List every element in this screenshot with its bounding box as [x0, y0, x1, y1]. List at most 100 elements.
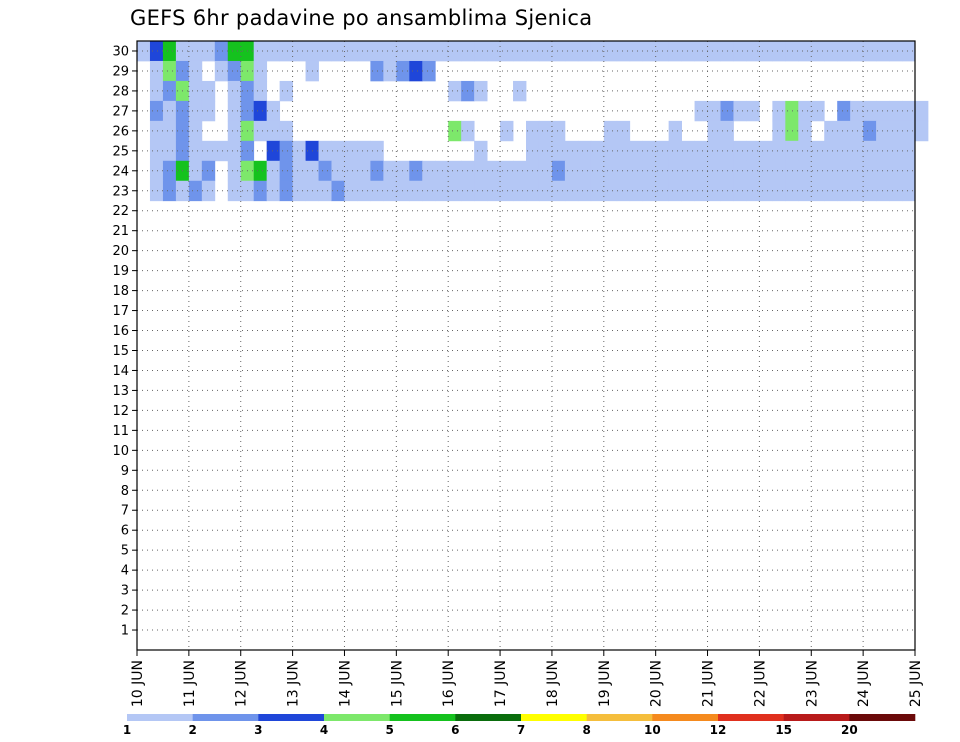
y-tick-label: 29	[112, 64, 129, 79]
colorbar-segment	[849, 714, 916, 721]
heatmap-cell	[188, 120, 203, 142]
heatmap-cell	[772, 160, 786, 182]
heatmap-cell	[279, 80, 293, 102]
heatmap-cell	[448, 160, 462, 182]
heatmap-cell	[149, 60, 164, 82]
heatmap-cell	[564, 160, 579, 182]
heatmap-cell	[694, 180, 708, 202]
heatmap-cell	[266, 180, 281, 202]
y-tick-label: 3	[121, 584, 129, 599]
heatmap-cell	[487, 41, 501, 62]
heatmap-cell	[487, 160, 501, 182]
heatmap-cell	[902, 160, 916, 182]
heatmap-cell	[318, 160, 332, 182]
heatmap-cell	[824, 160, 838, 182]
heatmap-cell	[149, 120, 164, 142]
chart-title: GEFS 6hr padavine po ansamblima Sjenica	[130, 6, 593, 30]
heatmap-cell	[629, 160, 644, 182]
y-tick-label: 25	[112, 144, 129, 159]
heatmap-cell	[551, 140, 566, 162]
heatmap-cell	[279, 180, 293, 202]
heatmap-cell	[266, 160, 281, 182]
heatmap-cell	[668, 41, 682, 62]
heatmap-cell	[798, 100, 812, 122]
heatmap-cell	[188, 180, 203, 202]
heatmap-cell	[759, 180, 773, 202]
heatmap-cell	[629, 41, 644, 62]
y-tick-label: 19	[112, 264, 129, 279]
x-tick-label: 21 JUN	[701, 660, 717, 707]
heatmap-cell	[863, 120, 877, 142]
heatmap-cell	[681, 160, 695, 182]
heatmap-cell	[850, 100, 864, 122]
heatmap-cell	[383, 60, 397, 82]
heatmap-cell	[279, 120, 293, 142]
x-tick-label: 23 JUN	[804, 660, 820, 707]
heatmap-cell	[837, 100, 851, 122]
heatmap-cell	[331, 140, 345, 162]
heatmap-cell	[863, 180, 877, 202]
heatmap-cell	[902, 140, 916, 162]
heatmap-cell	[603, 140, 618, 162]
heatmap-cell	[201, 100, 216, 122]
y-tick-label: 23	[112, 184, 129, 199]
heatmap-cell	[681, 41, 695, 62]
colorbar-segment	[521, 714, 587, 721]
heatmap-cell	[889, 100, 903, 122]
heatmap-cell	[227, 120, 242, 142]
heatmap-cell	[162, 140, 177, 162]
heatmap-cell	[513, 160, 527, 182]
heatmap-cell	[435, 41, 449, 62]
heatmap-cell	[279, 140, 293, 162]
heatmap-cell	[668, 120, 682, 142]
heatmap-cell	[798, 41, 812, 62]
heatmap-cell	[474, 160, 488, 182]
heatmap-cell	[902, 120, 916, 142]
heatmap-cell	[188, 100, 203, 122]
heatmap-cell	[227, 160, 242, 182]
heatmap-cell	[746, 41, 760, 62]
heatmap-cell	[707, 100, 721, 122]
heatmap-cell	[746, 100, 760, 122]
x-tick-label: 20 JUN	[649, 660, 665, 707]
colorbar-segment	[718, 714, 784, 721]
heatmap-cell	[500, 180, 514, 202]
heatmap-cell	[266, 140, 281, 162]
heatmap-cell	[162, 160, 177, 182]
y-tick-label: 24	[112, 164, 129, 179]
heatmap-cell	[759, 140, 773, 162]
heatmap-cell	[733, 140, 747, 162]
colorbar-segment	[783, 714, 850, 721]
x-tick-label: 24 JUN	[856, 660, 872, 707]
heatmap-cell	[603, 180, 618, 202]
heatmap-cell	[331, 41, 345, 62]
y-tick-label: 5	[121, 544, 129, 559]
heatmap-cell	[694, 140, 708, 162]
heatmap-cell	[616, 41, 631, 62]
heatmap-cell	[694, 41, 708, 62]
heatmap-cell	[422, 180, 436, 202]
heatmap-cell	[409, 160, 423, 182]
heatmap-cell	[564, 140, 579, 162]
colorbar-segment	[324, 714, 390, 721]
heatmap-cell	[448, 80, 462, 102]
heatmap-cell	[824, 120, 838, 142]
heatmap-cell	[902, 100, 916, 122]
heatmap-cell	[227, 60, 242, 82]
heatmap-cell	[642, 140, 657, 162]
heatmap-cell	[188, 140, 203, 162]
heatmap-cell	[474, 41, 488, 62]
heatmap-cell	[538, 180, 553, 202]
heatmap-cell	[798, 180, 812, 202]
heatmap-cell	[759, 41, 773, 62]
x-tick-label: 11 JUN	[182, 660, 198, 707]
y-tick-label: 7	[121, 504, 129, 519]
heatmap-cell	[318, 41, 332, 62]
heatmap-cell	[551, 120, 566, 142]
heatmap-cell	[188, 80, 203, 102]
heatmap-cell	[707, 41, 721, 62]
colorbar-segment	[652, 714, 719, 721]
heatmap-cell	[513, 80, 527, 102]
y-tick-label: 15	[112, 344, 129, 359]
